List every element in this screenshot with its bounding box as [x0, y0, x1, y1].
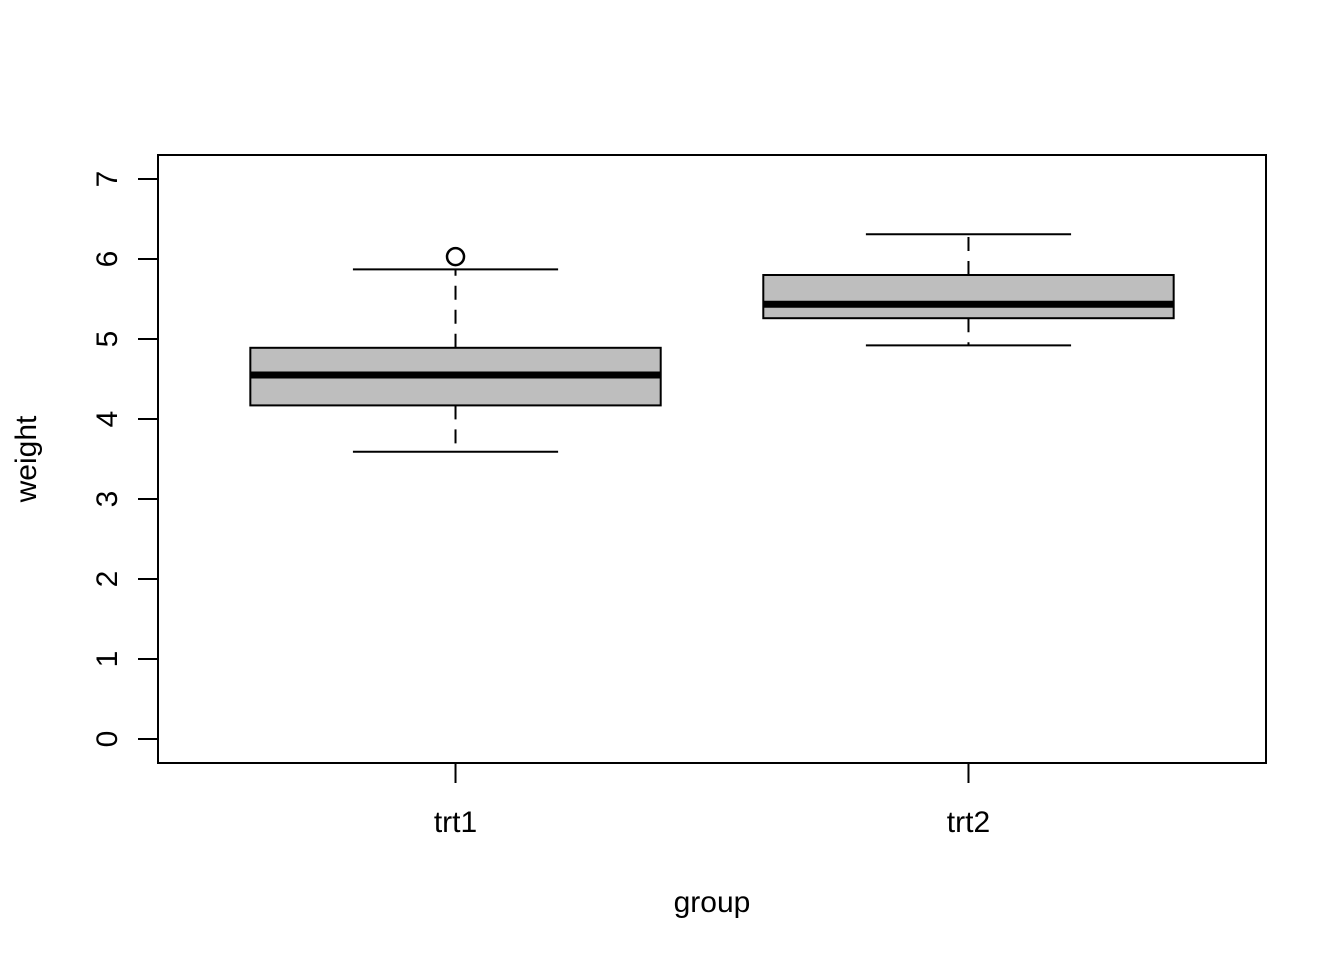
- y-tick-label: 7: [91, 171, 124, 188]
- box-group-trt1: [249, 246, 662, 453]
- x-tick-label: trt1: [434, 806, 477, 839]
- y-tick-label: 5: [91, 331, 124, 348]
- y-tick-label: 6: [91, 251, 124, 268]
- outlier-point: [445, 246, 466, 267]
- plot-border: [157, 154, 1267, 764]
- axes-layer: 0 1 2 3 4 5 6 7 trt1 trt2: [91, 171, 990, 839]
- x-axis-title: group: [674, 886, 751, 919]
- iqr-box: [762, 274, 1175, 320]
- x-tick-label: trt2: [947, 806, 990, 839]
- y-axis-title: weight: [10, 415, 43, 503]
- y-tick-label: 1: [91, 651, 124, 668]
- boxes-layer: [249, 233, 1175, 453]
- y-tick-label: 3: [91, 491, 124, 508]
- y-tick-label: 0: [91, 731, 124, 748]
- y-tick-label: 4: [91, 411, 124, 428]
- box-group-trt2: [762, 233, 1175, 347]
- y-tick-label: 2: [91, 571, 124, 588]
